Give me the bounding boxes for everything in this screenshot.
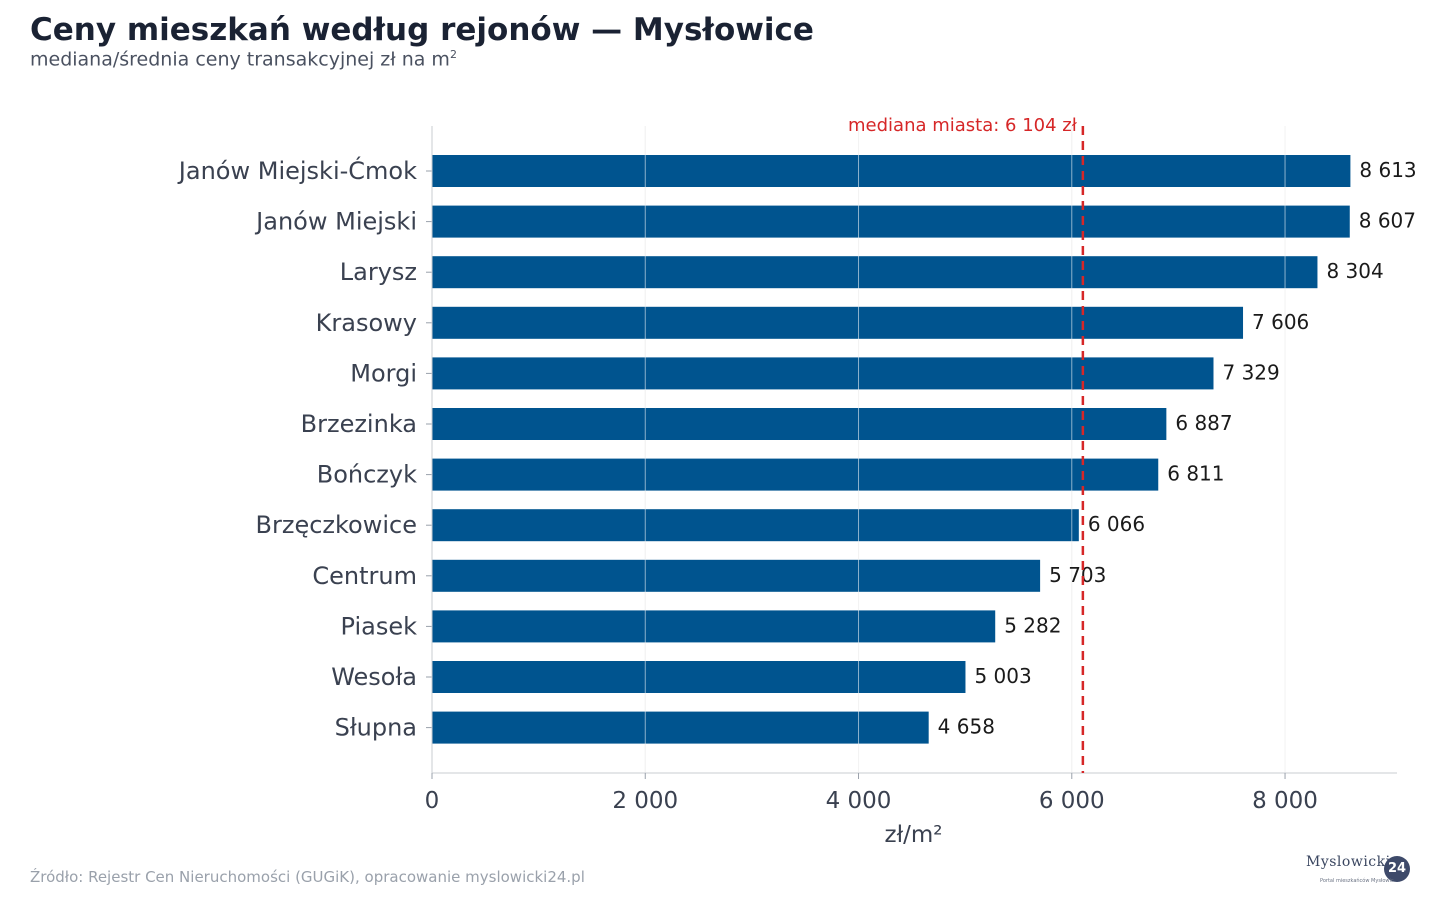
category-label: Brzezinka: [301, 410, 417, 438]
value-label: 5 703: [1049, 563, 1106, 587]
subtitle-superscript: 2: [449, 48, 457, 61]
bar: [432, 509, 1079, 542]
bar: [432, 205, 1350, 238]
category-label: Słupna: [335, 714, 417, 742]
bar: [432, 610, 996, 643]
x-tick-label: 2 000: [612, 788, 678, 814]
logo-badge: 24: [1384, 856, 1410, 882]
label-layer: Janów Miejski-Ćmok 8 613 Janów Miejski 8 60…: [177, 115, 1417, 773]
bar: [432, 155, 1351, 187]
category-label: Wesoła: [331, 663, 417, 691]
category-label: Piasek: [341, 612, 418, 640]
subtitle-text: mediana/średnia ceny transakcyjnej zł na…: [30, 48, 450, 71]
bar: [432, 306, 1244, 339]
chart-title: Ceny mieszkań według rejonów — Mysłowice: [30, 12, 814, 48]
overlay-layer: [644, 126, 1286, 773]
value-label: 8 304: [1326, 259, 1383, 283]
x-axis-title: zł/m²: [885, 822, 943, 848]
value-label: 7 606: [1252, 310, 1309, 334]
category-label: Bończyk: [317, 461, 417, 489]
category-label: Janów Miejski: [254, 208, 417, 236]
logo-tagline: Portal mieszkańców Mysłowic: [1320, 878, 1394, 884]
value-label: 5 003: [974, 664, 1031, 688]
bar: [432, 256, 1318, 289]
bar: [432, 357, 1214, 390]
chart-subtitle: mediana/średnia ceny transakcyjnej zł na…: [30, 48, 457, 70]
axis-layer: 0 2 000 4 000 6 000 8 000 zł/m²: [425, 126, 1397, 848]
value-label: 8 613: [1359, 158, 1416, 182]
bar-layer: [432, 155, 1351, 744]
category-label: Larysz: [340, 258, 417, 286]
bar: [432, 559, 1041, 592]
brand-logo: Myslowicki 24 Portal mieszkańców Mysłowi…: [1306, 852, 1412, 890]
category-label: Morgi: [350, 359, 417, 387]
bar: [432, 661, 966, 693]
source-note: Źródło: Rejestr Cen Nieruchomości (GUGiK…: [30, 868, 585, 886]
median-label: mediana miasta: 6 104 zł: [848, 115, 1078, 136]
value-label: 5 282: [1004, 613, 1061, 637]
x-tick-label: 0: [425, 788, 440, 814]
category-label: Janów Miejski-Ćmok: [177, 155, 417, 185]
value-label: 4 658: [938, 715, 995, 739]
value-label: 6 066: [1088, 512, 1145, 536]
x-tick-label: 8 000: [1252, 788, 1318, 814]
bar: [432, 711, 929, 744]
value-label: 8 607: [1359, 209, 1416, 233]
category-label: Krasowy: [316, 309, 417, 337]
x-tick-label: 6 000: [1039, 788, 1105, 814]
x-tick-label: 4 000: [826, 788, 892, 814]
logo-text: Myslowicki: [1306, 854, 1391, 870]
bar: [432, 408, 1167, 440]
value-label: 7 329: [1222, 360, 1279, 384]
category-label: Centrum: [312, 562, 417, 590]
bar: [432, 458, 1159, 491]
value-label: 6 887: [1175, 411, 1232, 435]
value-label: 6 811: [1167, 462, 1224, 486]
category-label: Brzęczkowice: [256, 511, 417, 539]
